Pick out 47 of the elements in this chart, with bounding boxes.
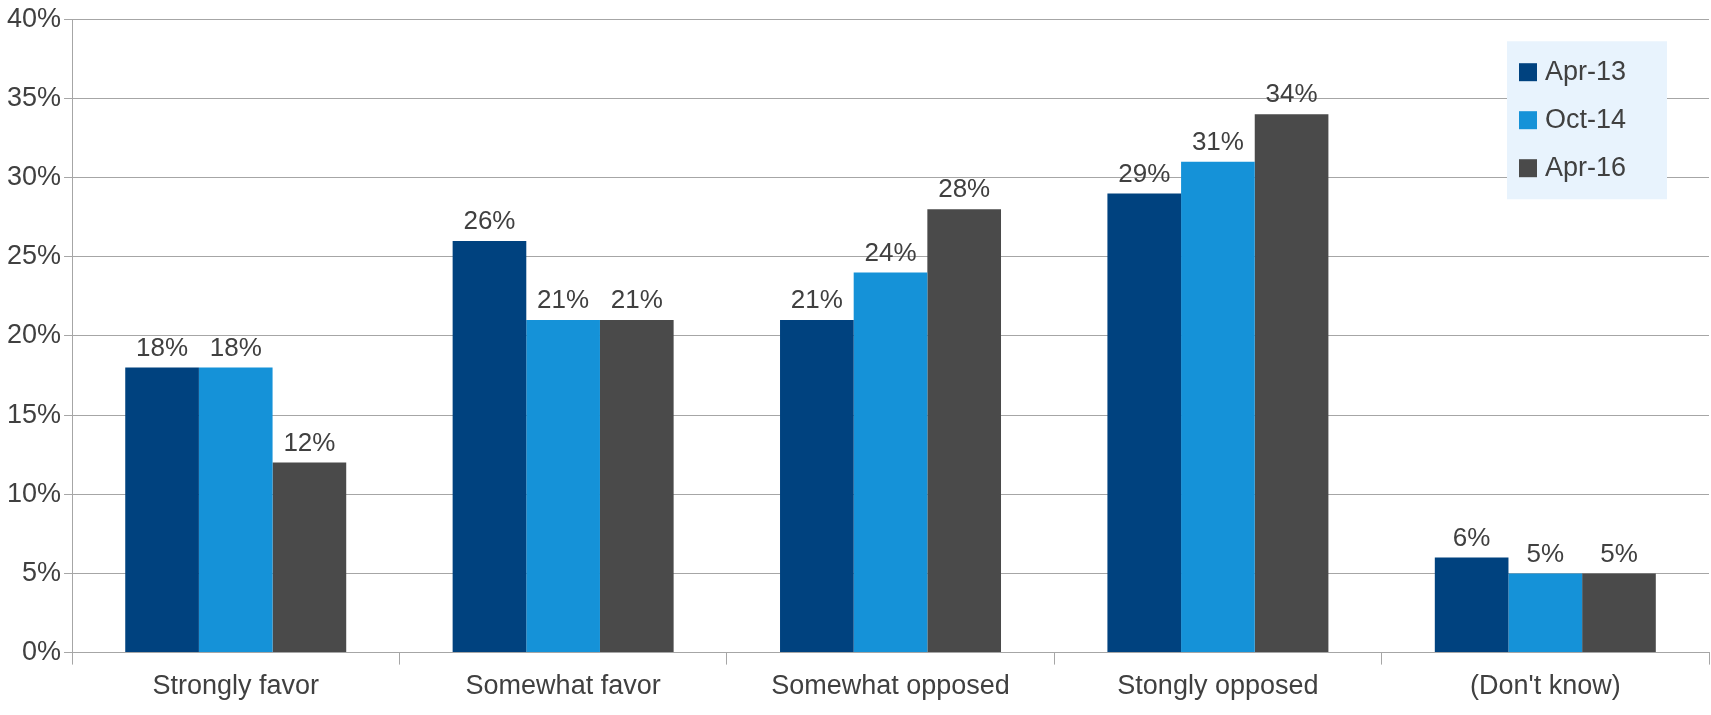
bar (1107, 193, 1182, 653)
y-tick-label: 30% (6, 161, 62, 191)
legend-label: Oct-14 (1545, 103, 1627, 134)
text: 31% (1191, 125, 1244, 156)
bar (452, 240, 527, 653)
bar (526, 320, 600, 653)
text: 34% (1265, 78, 1318, 109)
bar (1508, 573, 1583, 653)
y-tick-label: 10% (6, 477, 62, 508)
text: 5% (1526, 537, 1565, 568)
bar (198, 367, 273, 653)
bar (125, 367, 199, 653)
text: 21% (610, 284, 663, 315)
text: 26% (463, 205, 516, 236)
legend-label: Apr-16 (1545, 151, 1627, 182)
bar (272, 462, 347, 653)
y-tick-label: 5% (22, 556, 62, 587)
bar (1582, 573, 1656, 653)
bar (927, 209, 1002, 653)
legend-label: Apr-13 (1545, 55, 1627, 86)
text: 21% (537, 284, 590, 315)
bar (1181, 161, 1255, 653)
x-tick-label: (Don't know) (1469, 670, 1621, 701)
y-tick-label: 40% (6, 2, 62, 33)
y-tick-label: 20% (6, 319, 62, 350)
bar (780, 320, 854, 653)
text: 21% (790, 284, 843, 315)
y-tick-label: 0% (22, 636, 62, 667)
text: 12% (283, 426, 336, 457)
x-tick-label: Somewhat favor (465, 670, 661, 701)
x-tick-label: Stongly opposed (1117, 670, 1319, 701)
text: 6% (1452, 521, 1491, 552)
y-tick-label: 35% (6, 81, 62, 112)
text: 5% (1600, 537, 1638, 568)
text: 18% (136, 331, 189, 362)
y-tick-label: 15% (6, 398, 62, 429)
text: 24% (864, 236, 917, 267)
y-tick-label: 25% (6, 240, 62, 271)
bar (853, 272, 928, 653)
bar (1254, 114, 1329, 653)
x-tick-label: Somewhat opposed (771, 670, 1010, 701)
text: 28% (938, 173, 991, 204)
text: 29% (1118, 157, 1171, 188)
bar (599, 320, 674, 653)
bar (1434, 557, 1509, 653)
text: 18% (209, 331, 262, 362)
x-tick-label: Strongly favor (152, 670, 320, 701)
